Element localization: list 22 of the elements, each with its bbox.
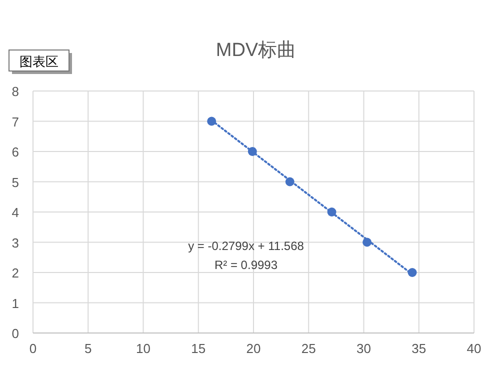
- y-tick-label: 2: [12, 266, 19, 280]
- text: 图表区: [20, 54, 58, 69]
- y-tick-label: 0: [12, 326, 19, 341]
- y-tick-label: 6: [12, 144, 19, 160]
- y-tick-label: 7: [12, 114, 19, 130]
- chart-title: MDV标曲: [216, 40, 296, 61]
- x-tick-label: 30: [356, 341, 371, 356]
- annotation: y = -0.2799x + 11.568: [188, 239, 304, 253]
- x-tick-label: 15: [191, 341, 206, 356]
- x-tick-label: 5: [84, 341, 92, 356]
- y-tick-label: 3: [12, 235, 19, 250]
- annotation: R² = 0.9993: [214, 258, 278, 272]
- x-tick-label: 10: [136, 341, 150, 356]
- y-tick-label: 4: [12, 205, 19, 220]
- x-tick-label: 40: [466, 341, 482, 356]
- y-tick-label: 8: [12, 84, 19, 99]
- x-tick-label: 25: [301, 341, 316, 356]
- x-tick-label: 0: [29, 341, 37, 356]
- x-tick-label: 20: [246, 341, 261, 356]
- y-tick-label: 1: [12, 296, 19, 311]
- x-tick-label: 35: [412, 341, 426, 356]
- y-tick-label: 5: [12, 174, 19, 190]
